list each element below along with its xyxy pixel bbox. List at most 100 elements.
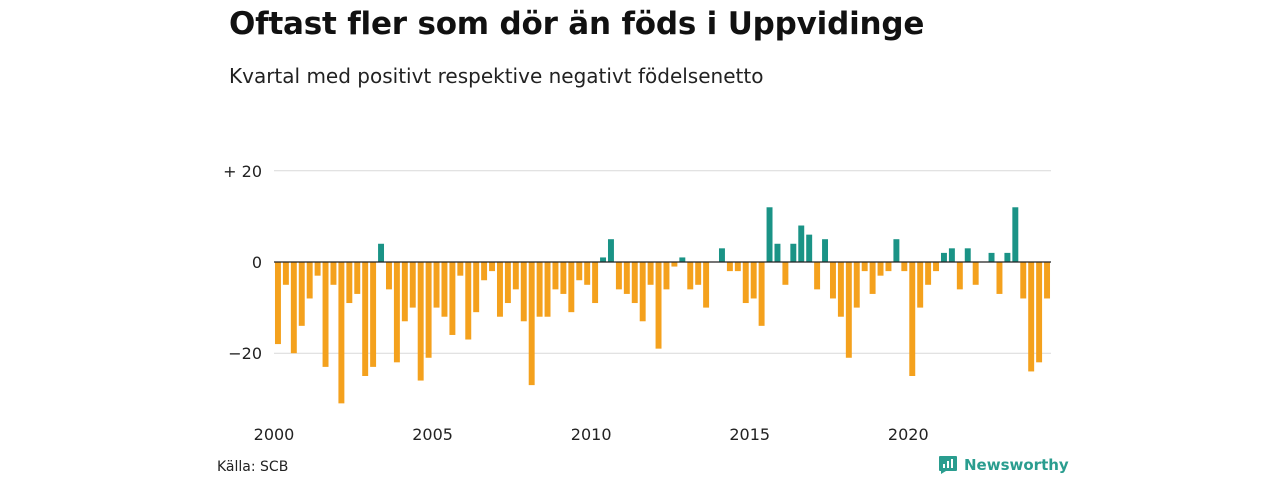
bar [370, 262, 377, 367]
bar [940, 252, 947, 262]
bar [814, 262, 821, 290]
bar [552, 262, 559, 290]
bar [766, 207, 773, 262]
bar [504, 262, 511, 304]
bar [964, 248, 971, 262]
bar [346, 262, 353, 304]
bar [362, 262, 369, 376]
bar [925, 262, 932, 285]
bar [393, 262, 400, 363]
bar [409, 262, 416, 308]
bar [869, 262, 876, 294]
bars [274, 207, 1051, 404]
bar [687, 262, 694, 290]
bar [861, 262, 868, 272]
x-tick-label: 2015 [729, 425, 770, 444]
bar [441, 262, 448, 317]
source-note: Källa: SCB [217, 459, 289, 475]
brand-name: Newsworthy [964, 456, 1069, 474]
bar [449, 262, 456, 335]
bar [972, 262, 979, 285]
x-tick-label: 2005 [412, 425, 453, 444]
bar [671, 262, 678, 267]
bar [1004, 252, 1011, 262]
newsworthy-logo: Newsworthy [938, 455, 1069, 475]
bar [917, 262, 924, 308]
y-tick-label: −20 [228, 344, 262, 363]
bar [679, 257, 686, 262]
y-tick-label: 0 [252, 253, 262, 272]
bar [853, 262, 860, 308]
bar [290, 262, 297, 354]
bar [933, 262, 940, 272]
bar [314, 262, 321, 276]
x-axis-ticks: 2000 2005 2010 2015 2020 [254, 425, 929, 444]
gridlines [274, 170, 1051, 354]
x-tick-label: 2010 [571, 425, 612, 444]
chart-title: Oftast fler som dör än föds i Uppvidinge [229, 6, 925, 42]
bar [822, 239, 829, 262]
y-axis-ticks: + 20 0 −20 [223, 162, 262, 363]
bar [996, 262, 1003, 294]
bar [592, 262, 599, 304]
bar [489, 262, 496, 272]
bar [798, 225, 805, 262]
bar [536, 262, 543, 317]
bar [425, 262, 432, 358]
x-tick-label: 2000 [254, 425, 295, 444]
bar [750, 262, 757, 299]
bar [338, 262, 345, 404]
bar [703, 262, 710, 308]
bar [282, 262, 289, 285]
bar [988, 252, 995, 262]
bar [512, 262, 519, 290]
bar [1044, 262, 1051, 299]
bar [1020, 262, 1027, 299]
bar [782, 262, 789, 285]
bar [560, 262, 567, 294]
bar [790, 243, 797, 262]
bar [909, 262, 916, 376]
bar [457, 262, 464, 276]
bar [1028, 262, 1035, 372]
bar [385, 262, 392, 290]
bar [378, 243, 385, 262]
bar [1036, 262, 1043, 363]
bar [639, 262, 646, 322]
bar [837, 262, 844, 317]
bar [631, 262, 638, 304]
bar [417, 262, 424, 381]
bar [481, 262, 488, 281]
y-tick-label: + 20 [223, 162, 262, 181]
bar [877, 262, 884, 276]
bar [568, 262, 575, 313]
bar [306, 262, 313, 299]
bar [322, 262, 329, 367]
bar [496, 262, 503, 317]
bar [1012, 207, 1019, 262]
bar [742, 262, 749, 304]
bar [330, 262, 337, 285]
bar [845, 262, 852, 358]
bar [401, 262, 408, 322]
bar [726, 262, 733, 272]
bar [623, 262, 630, 294]
bar [647, 262, 654, 285]
x-tick-label: 2020 [888, 425, 929, 444]
bar [473, 262, 480, 313]
bar [695, 262, 702, 285]
newsworthy-logo-icon [939, 456, 957, 474]
bar [948, 248, 955, 262]
bar [734, 262, 741, 272]
bar [829, 262, 836, 299]
bar [584, 262, 591, 285]
chart-subtitle: Kvartal med positivt respektive negativt… [229, 64, 764, 88]
bar [885, 262, 892, 272]
bar [615, 262, 622, 290]
bar [893, 239, 900, 262]
bar [433, 262, 440, 308]
bar [718, 248, 725, 262]
bar [956, 262, 963, 290]
bar [298, 262, 305, 326]
